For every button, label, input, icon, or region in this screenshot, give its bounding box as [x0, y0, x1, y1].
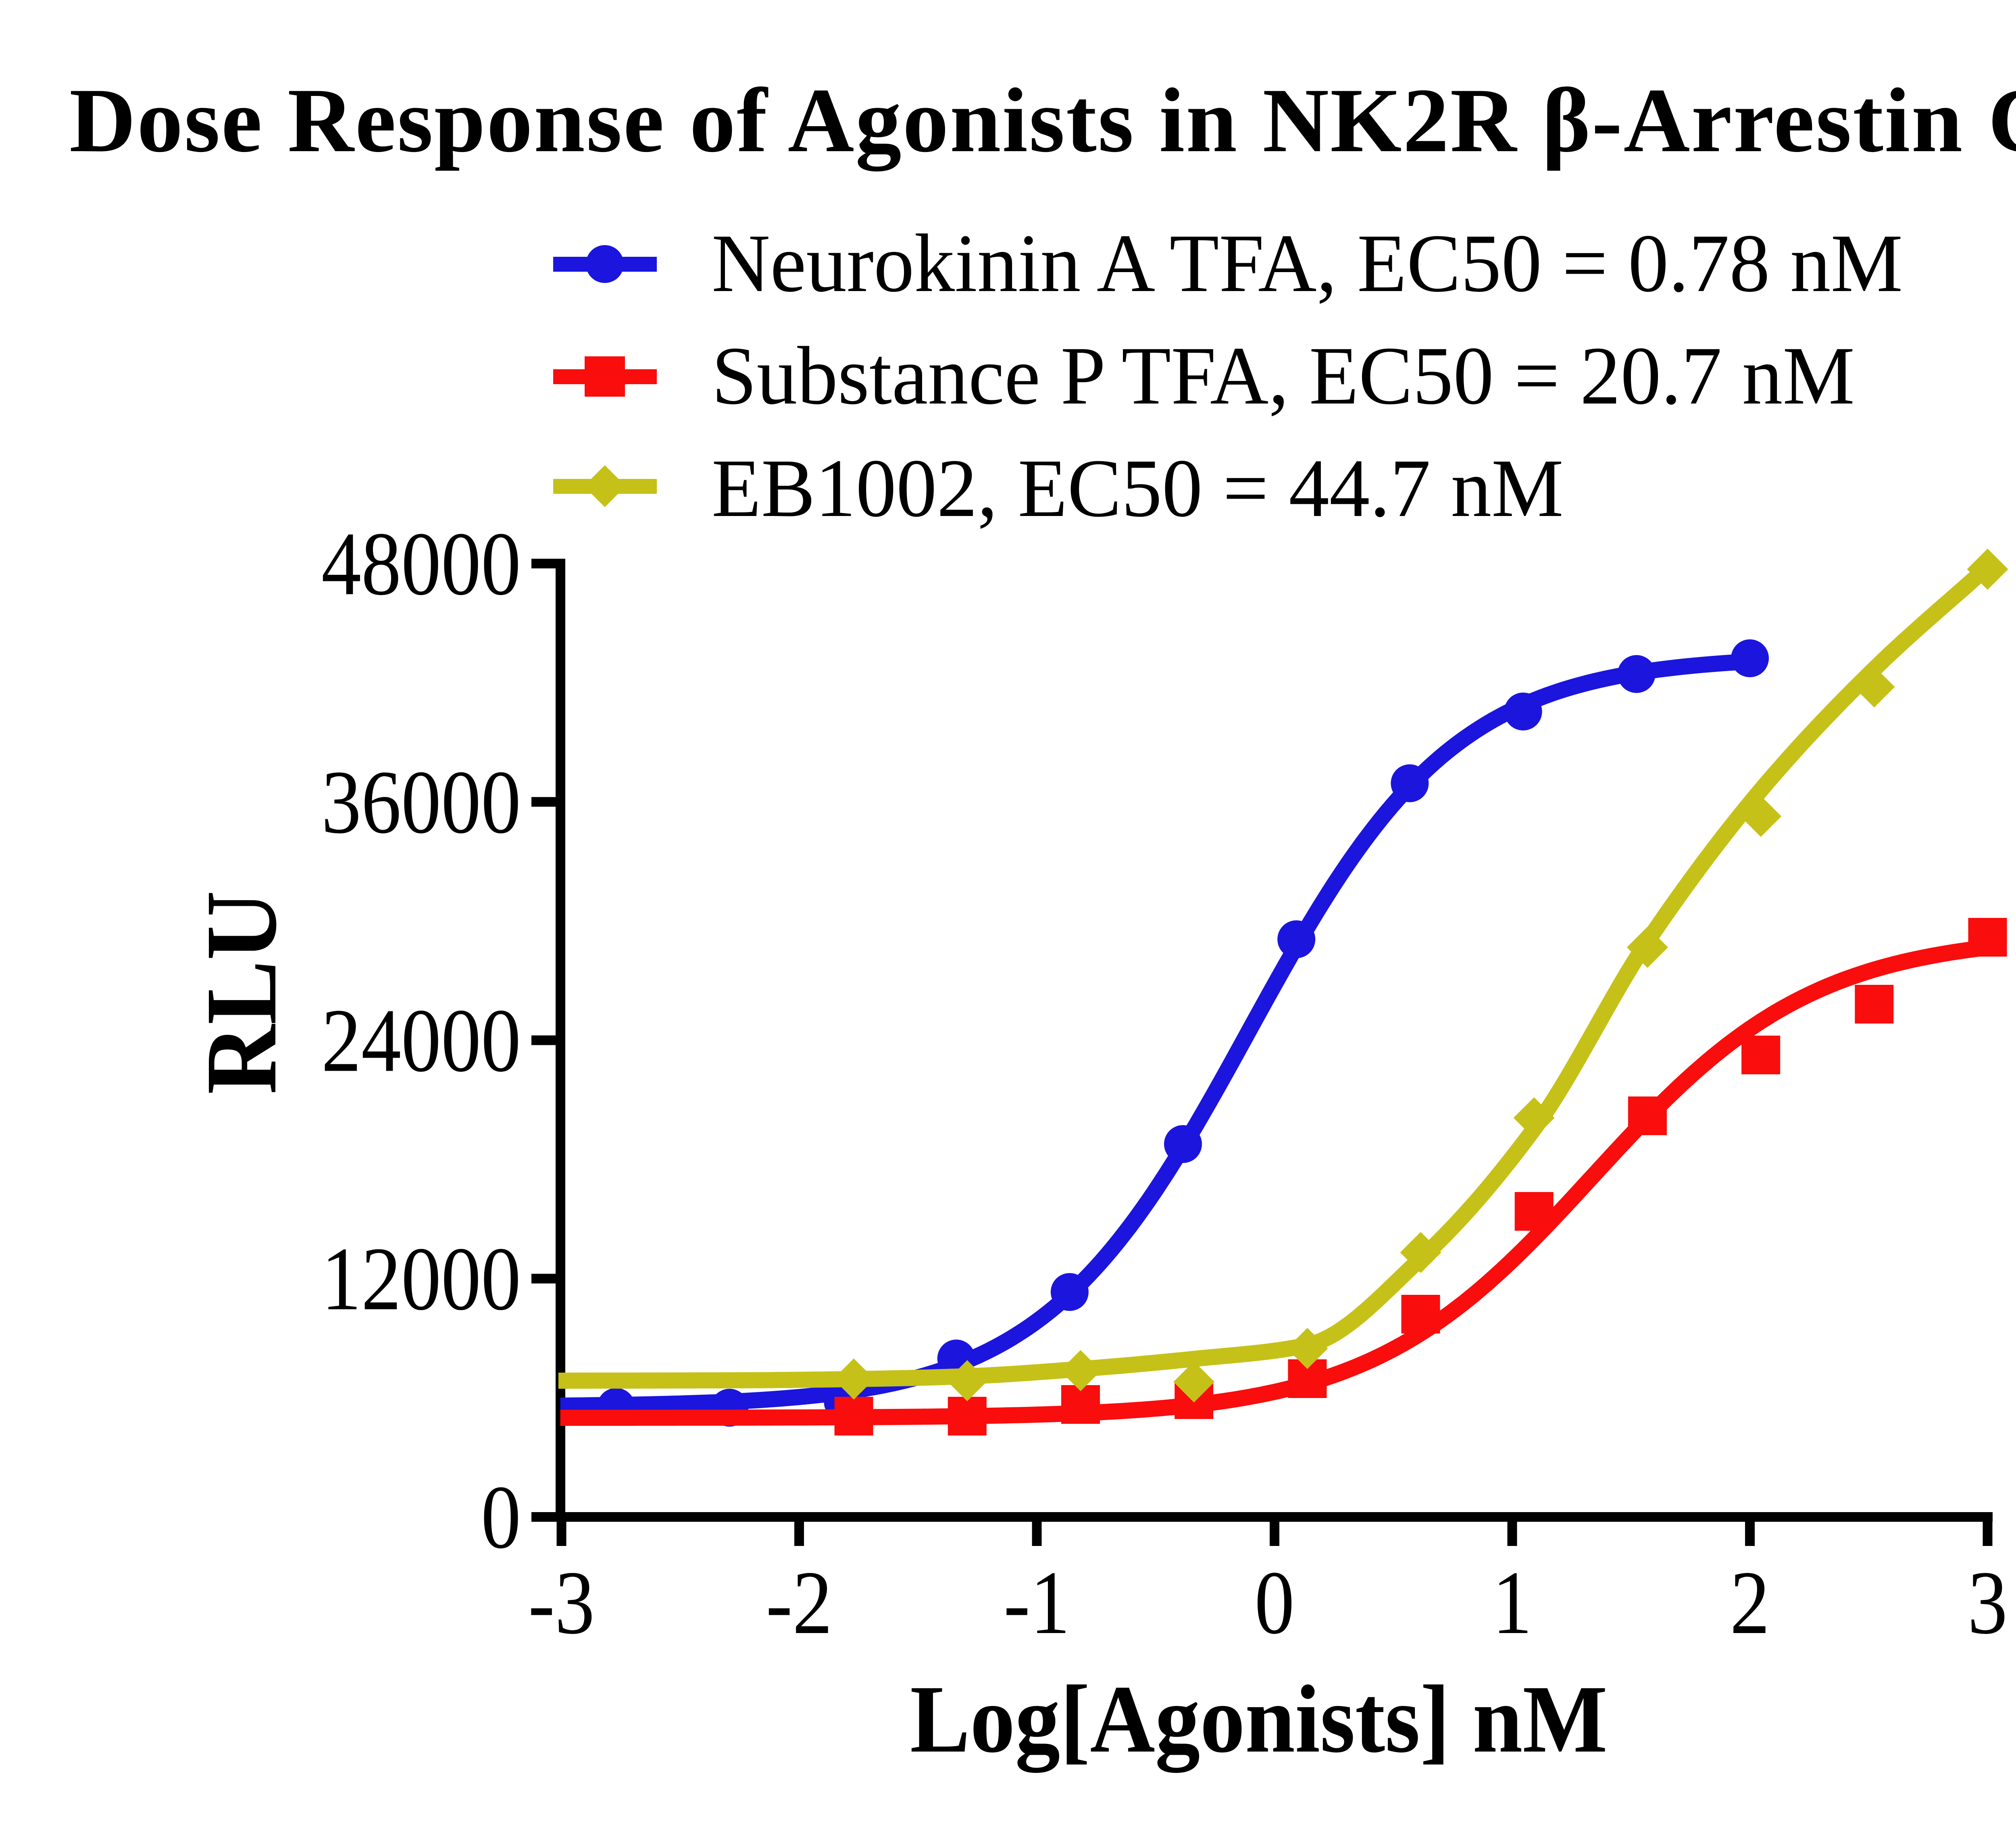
svg-text:-2: -2	[766, 1552, 833, 1652]
svg-text:48000: 48000	[321, 513, 521, 614]
svg-text:-1: -1	[1004, 1552, 1070, 1652]
svg-text:-3: -3	[528, 1552, 595, 1652]
svg-text:Substance P TFA, EC50 = 20.7 n: Substance P TFA, EC50 = 20.7 nM	[712, 330, 1855, 422]
svg-text:3: 3	[1968, 1552, 2008, 1652]
svg-text:EB1002, EC50 = 44.7 nM: EB1002, EC50 = 44.7 nM	[712, 443, 1564, 535]
svg-text:RLU: RLU	[185, 890, 298, 1094]
svg-text:2: 2	[1730, 1552, 1770, 1652]
svg-text:Dose Response of Agonists in N: Dose Response of Agonists in NK2R β-Arre…	[69, 70, 2016, 172]
svg-text:24000: 24000	[321, 990, 521, 1090]
svg-text:1: 1	[1492, 1552, 1532, 1652]
svg-text:0: 0	[481, 1467, 521, 1567]
svg-text:36000: 36000	[321, 752, 521, 852]
svg-text:Neurokinin A TFA, EC50 = 0.78: Neurokinin A TFA, EC50 = 0.78 nM	[712, 218, 1903, 310]
svg-text:Log[Agonists] nM: Log[Agonists] nM	[910, 1666, 1608, 1773]
svg-text:0: 0	[1254, 1552, 1294, 1652]
svg-text:12000: 12000	[321, 1228, 521, 1329]
